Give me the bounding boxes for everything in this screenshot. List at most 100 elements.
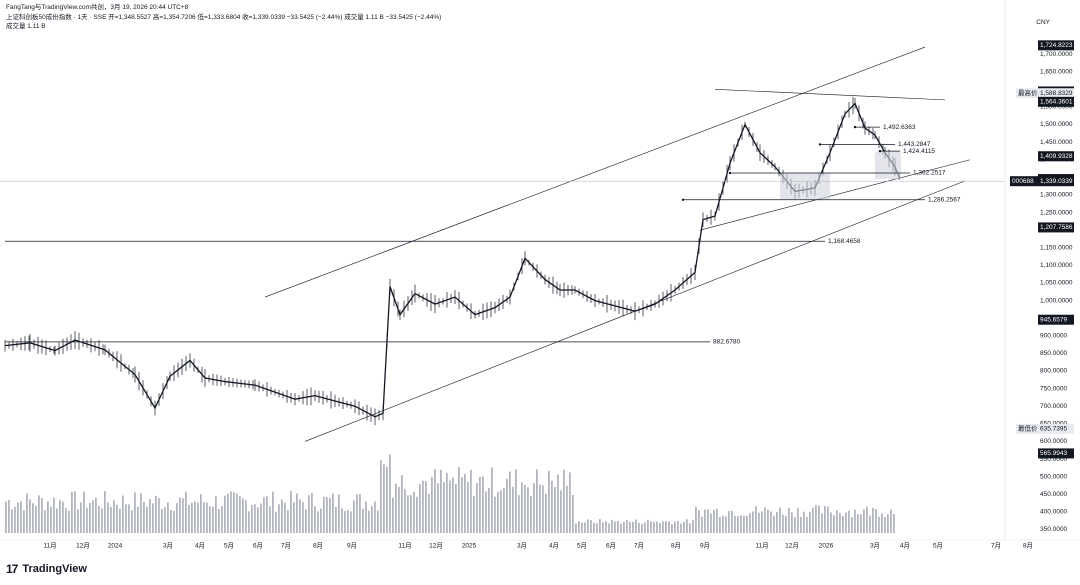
volume-bar xyxy=(50,506,52,533)
volume-bar xyxy=(164,507,166,533)
volume-bar xyxy=(344,511,346,533)
volume-bar xyxy=(629,521,631,533)
y-tick-label: 850.0000 xyxy=(1040,350,1067,357)
y-tick-label: 600.0000 xyxy=(1040,438,1067,445)
volume-bar xyxy=(680,523,682,533)
volume-bar xyxy=(377,510,379,533)
volume-bar xyxy=(707,509,709,533)
volume-bar xyxy=(671,524,673,533)
volume-bar xyxy=(437,483,439,533)
volume-bar xyxy=(698,510,700,533)
volume-bar xyxy=(284,502,286,533)
volume-bar xyxy=(242,498,244,533)
level-label: 1,362.2517 xyxy=(913,170,946,177)
volume-bar xyxy=(722,515,724,533)
y-tick-label: 1,450.0000 xyxy=(1040,139,1073,146)
volume-bar xyxy=(254,504,256,533)
volume-bar xyxy=(599,519,601,533)
volume-bar xyxy=(695,506,697,533)
volume-bar xyxy=(95,497,97,533)
volume-bar xyxy=(338,494,340,533)
volume-bar xyxy=(32,503,34,533)
volume-bar xyxy=(428,493,430,533)
volume-bar xyxy=(248,511,250,533)
volume-bar xyxy=(632,521,634,533)
volume-bar xyxy=(752,511,754,533)
volume-bar xyxy=(83,491,85,533)
volume-bar xyxy=(827,506,829,533)
volume-bar xyxy=(260,503,262,533)
volume-bar xyxy=(236,493,238,533)
volume-bar xyxy=(803,511,805,533)
volume-bar xyxy=(542,485,544,533)
volume-bar xyxy=(746,515,748,533)
volume-bar xyxy=(821,513,823,533)
volume-bar xyxy=(131,510,133,533)
volume-bar xyxy=(302,501,304,533)
volume-bar xyxy=(578,521,580,533)
level-anchor xyxy=(878,149,882,153)
price-badge xyxy=(1038,96,1074,107)
volume-bar xyxy=(851,517,853,533)
volume-bar xyxy=(218,509,220,533)
tradingview-logo[interactable]: 17 TradingView xyxy=(6,562,87,576)
volume-bar xyxy=(737,516,739,533)
price-badge-label: 1,339.0339 xyxy=(1040,178,1073,185)
volume-bar xyxy=(824,505,826,533)
volume-bar xyxy=(731,510,733,533)
x-tick-label: 5月 xyxy=(933,542,943,550)
x-tick-label: 11月 xyxy=(755,542,768,550)
volume-bar xyxy=(212,506,214,533)
currency-label: CNY xyxy=(1036,19,1050,26)
volume-bar xyxy=(365,501,367,533)
volume-bar xyxy=(269,506,271,533)
volume-bar xyxy=(341,508,343,533)
volume-bar xyxy=(317,511,319,533)
x-tick-label: 12月 xyxy=(785,542,799,550)
volume-bar xyxy=(740,515,742,533)
volume-bar xyxy=(332,493,334,533)
volume-bar xyxy=(797,508,799,533)
volume-bar xyxy=(449,480,451,533)
volume-bar xyxy=(662,521,664,533)
header-attribution: FangTang与TradingView.com共创，3月 19, 2026 2… xyxy=(6,4,189,11)
volume-bar xyxy=(209,506,211,533)
volume-bar xyxy=(878,516,880,533)
volume-bar xyxy=(137,506,139,533)
volume-bar xyxy=(836,510,838,533)
x-tick-label: 7月 xyxy=(281,542,291,550)
volume-bar xyxy=(692,519,694,533)
volume-bar xyxy=(527,487,529,533)
volume-bar xyxy=(167,502,169,533)
volume-bar xyxy=(356,494,358,533)
volume-bar xyxy=(839,512,841,533)
volume-bar xyxy=(224,495,226,533)
volume-bar xyxy=(179,497,181,533)
volume-bar xyxy=(77,509,79,533)
volume-bar xyxy=(410,495,412,533)
volume-bar xyxy=(596,523,598,533)
y-tick-label: 450.0000 xyxy=(1040,491,1067,498)
volume-bar xyxy=(197,502,199,533)
volume-bar xyxy=(14,506,16,533)
volume-bar xyxy=(476,482,478,533)
volume-bar xyxy=(245,500,247,533)
volume-bar xyxy=(833,515,835,533)
volume-bar xyxy=(869,515,871,533)
volume-bar xyxy=(206,502,208,533)
volume-bar xyxy=(128,504,130,533)
volume-bar xyxy=(440,469,442,533)
volume-bar xyxy=(287,509,289,533)
volume-bar xyxy=(143,501,145,533)
volume-bar xyxy=(887,514,889,533)
volume-bar xyxy=(86,507,88,533)
volume-bar xyxy=(443,482,445,533)
volume-bar xyxy=(290,490,292,533)
volume-bar xyxy=(383,464,385,533)
volume-bar xyxy=(239,496,241,533)
volume-bar xyxy=(635,519,637,533)
volume-bar xyxy=(704,509,706,533)
x-tick-label: 9月 xyxy=(347,542,357,550)
